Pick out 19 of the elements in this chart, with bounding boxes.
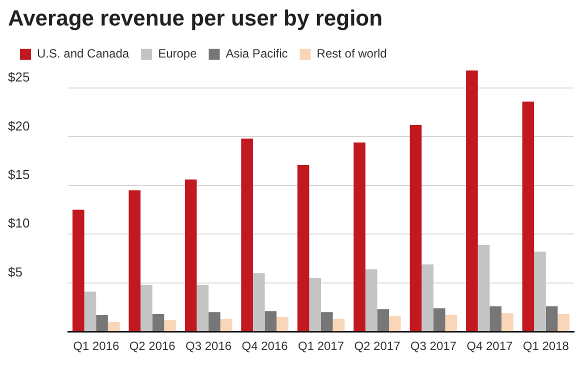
y-tick-label: $10 <box>8 216 30 231</box>
chart-title: Average revenue per user by region <box>8 5 383 30</box>
y-tick-label: $15 <box>8 166 30 182</box>
x-tick-label: Q1 2016 <box>73 339 120 354</box>
x-tick-label: Q1 2017 <box>298 339 344 354</box>
x-tick-label: Q2 2017 <box>354 339 401 354</box>
y-tick-label: $5 <box>8 264 22 280</box>
x-tick-label: Q1 2018 <box>522 339 570 354</box>
legend-label: Asia Pacific <box>226 46 288 61</box>
x-tick-label: Q2 2016 <box>129 339 176 354</box>
x-tick-label: Q4 2017 <box>466 339 514 354</box>
y-tick-label: $25 <box>8 70 30 85</box>
x-tick-label: Q3 2017 <box>410 339 457 354</box>
legend-label: Rest of world <box>316 46 387 61</box>
x-tick-label: Q3 2016 <box>186 339 232 354</box>
legend-label: U.S. and Canada <box>37 46 130 61</box>
legend-label: Europe <box>158 46 198 61</box>
x-tick-label: Q4 2016 <box>242 339 288 354</box>
y-tick-label: $20 <box>8 118 30 134</box>
